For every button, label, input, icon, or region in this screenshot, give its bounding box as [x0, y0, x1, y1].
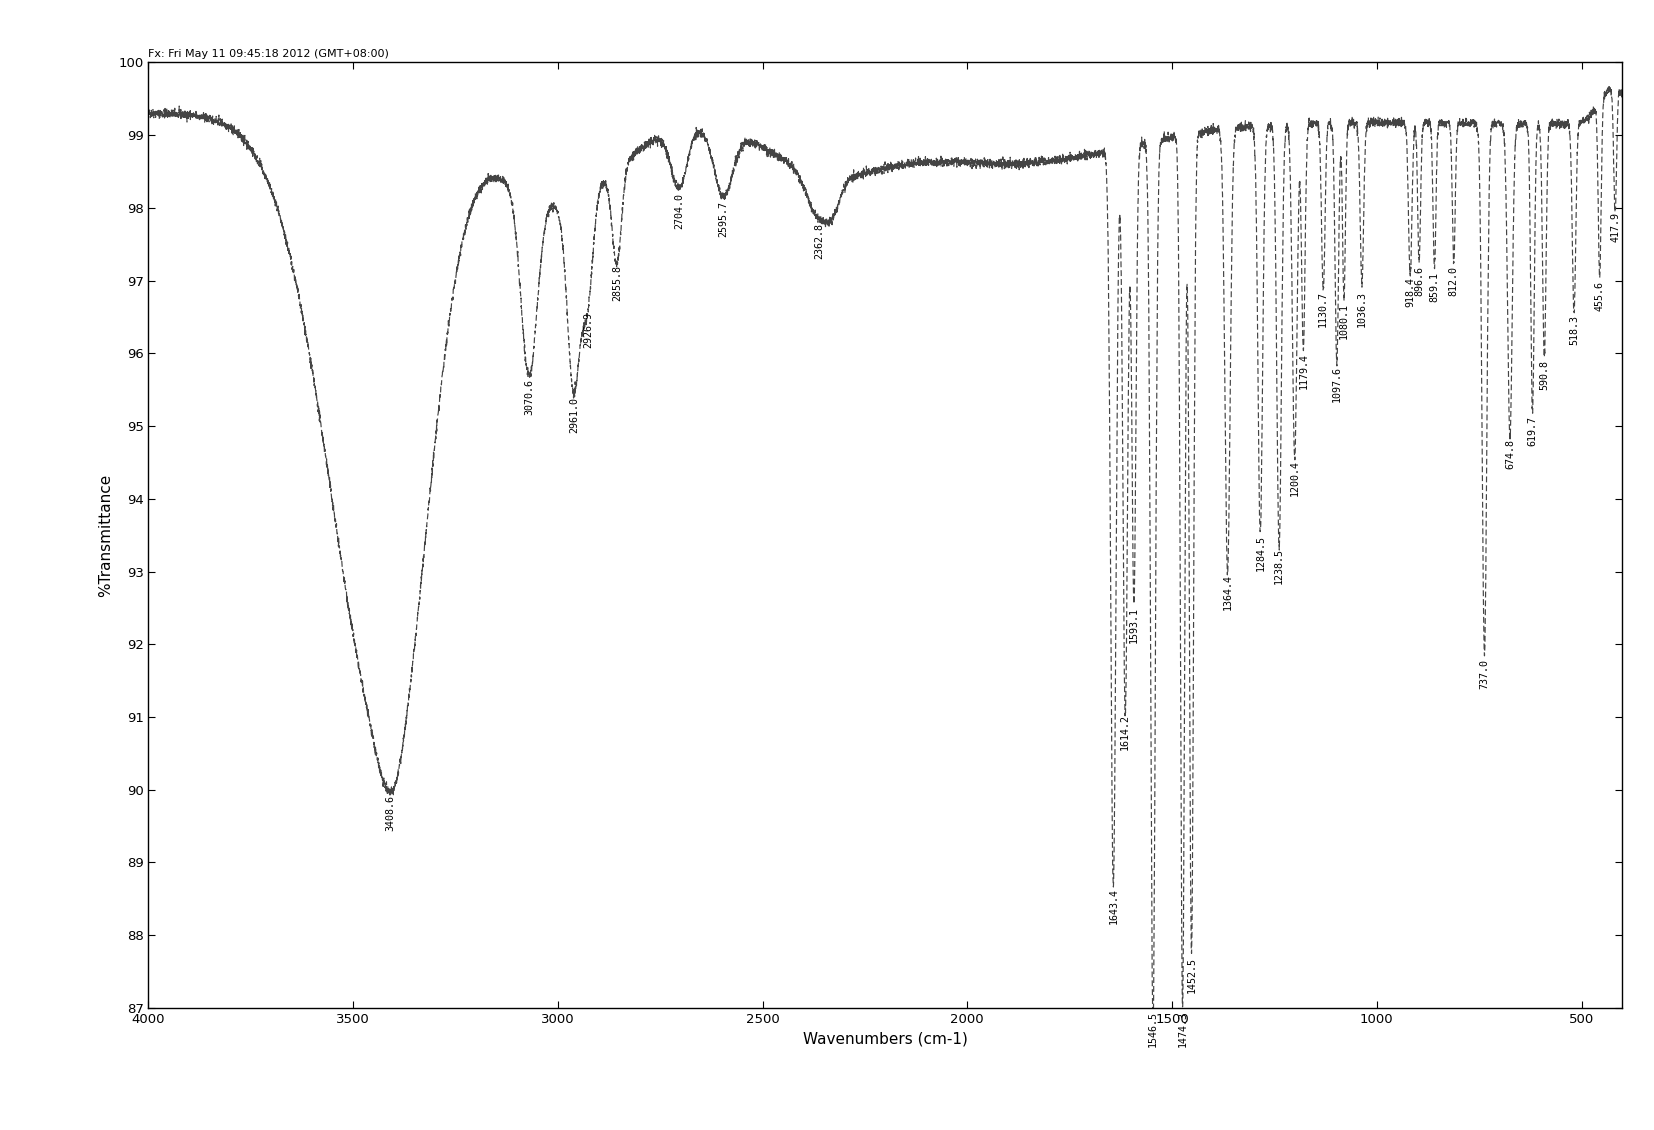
Text: 1474.3: 1474.3	[1178, 1010, 1188, 1046]
Text: 2362.8: 2362.8	[814, 223, 824, 259]
Text: 674.8: 674.8	[1505, 438, 1515, 469]
Text: 3070.6: 3070.6	[524, 379, 534, 415]
Y-axis label: %Transmittance: %Transmittance	[98, 473, 112, 597]
Text: 590.8: 590.8	[1540, 360, 1550, 390]
Text: 1614.2: 1614.2	[1120, 714, 1130, 750]
X-axis label: Wavenumbers (cm-1): Wavenumbers (cm-1)	[802, 1032, 968, 1046]
Text: 918.4: 918.4	[1406, 277, 1416, 306]
Text: 2704.0: 2704.0	[675, 193, 685, 229]
Text: 3408.6: 3408.6	[385, 796, 395, 832]
Text: 619.7: 619.7	[1528, 416, 1538, 446]
Text: 455.6: 455.6	[1594, 280, 1604, 311]
Text: 1179.4: 1179.4	[1298, 353, 1308, 389]
Text: 1452.5: 1452.5	[1186, 957, 1196, 993]
Text: 1130.7: 1130.7	[1318, 292, 1328, 328]
Text: 1080.1: 1080.1	[1340, 303, 1350, 339]
Text: 2595.7: 2595.7	[718, 201, 728, 237]
Text: 1097.6: 1097.6	[1331, 366, 1341, 402]
Text: 1284.5: 1284.5	[1255, 534, 1265, 571]
Text: 737.0: 737.0	[1479, 660, 1490, 689]
Text: 1643.4: 1643.4	[1108, 888, 1118, 924]
Text: 518.3: 518.3	[1570, 315, 1580, 346]
Text: 2926.9: 2926.9	[582, 312, 592, 348]
Text: 896.6: 896.6	[1414, 267, 1424, 296]
Text: 1238.5: 1238.5	[1274, 548, 1284, 584]
Text: 1593.1: 1593.1	[1130, 607, 1140, 643]
Text: Fx: Fri May 11 09:45:18 2012 (GMT+08:00): Fx: Fri May 11 09:45:18 2012 (GMT+08:00)	[149, 49, 389, 59]
Text: 1546.5: 1546.5	[1148, 1011, 1158, 1048]
Text: 859.1: 859.1	[1429, 272, 1439, 303]
Text: 1200.4: 1200.4	[1290, 460, 1300, 496]
Text: 1036.3: 1036.3	[1356, 290, 1366, 327]
Text: 1364.4: 1364.4	[1222, 574, 1232, 610]
Text: 2961.0: 2961.0	[569, 398, 579, 433]
Text: 812.0: 812.0	[1449, 267, 1459, 296]
Text: 2855.8: 2855.8	[612, 266, 622, 301]
Text: 417.9: 417.9	[1609, 212, 1621, 242]
